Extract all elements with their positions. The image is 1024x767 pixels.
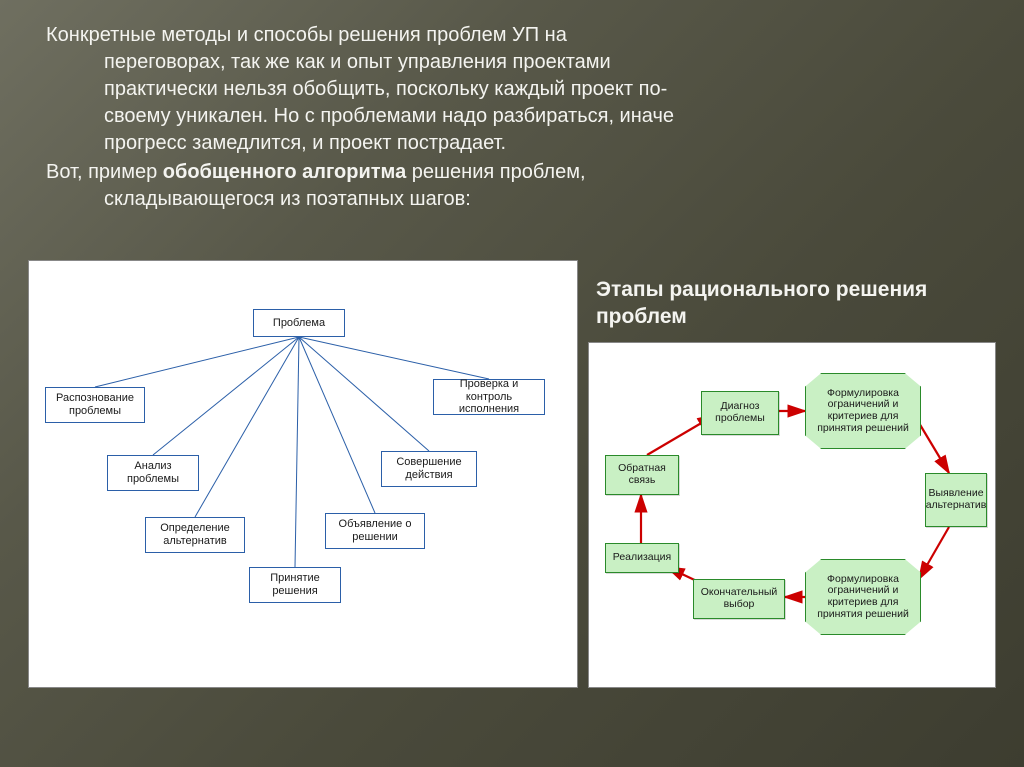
para-1: Конкретные методы и способы решения проб…: [104, 22, 966, 157]
right-node-feed: Обратная связь: [605, 455, 679, 495]
p2-b: обобщенного алгоритма: [163, 161, 406, 183]
right-node-real: Реализация: [605, 543, 679, 573]
left-node-n7: Проверка и контроль исполнения: [433, 379, 545, 415]
p1-l4: своему уникален. Но с проблемами надо ра…: [104, 105, 674, 127]
right-diagram-title: Этапы рационального решения проблем: [596, 276, 996, 331]
left-node-n5: Объявление о решении: [325, 513, 425, 549]
right-node-form2: Формулировка ограничений и критериев для…: [805, 559, 921, 635]
left-node-n6: Совершение действия: [381, 451, 477, 487]
p1-l5: прогресс замедлится, и проект пострадает…: [104, 132, 506, 154]
left-node-n2: Анализ проблемы: [107, 455, 199, 491]
p1-l1: Конкретные методы и способы решения проб…: [46, 24, 567, 46]
left-node-n1: Распознование проблемы: [45, 387, 145, 423]
p1-l3: практически нельзя обобщить, поскольку к…: [104, 78, 667, 100]
right-node-form1: Формулировка ограничений и критериев для…: [805, 373, 921, 449]
left-node-root: Проблема: [253, 309, 345, 337]
p2-l2: складывающегося из поэтапных шагов:: [104, 188, 471, 210]
slide: Конкретные методы и способы решения проб…: [0, 0, 1024, 767]
left-node-n4: Принятие решения: [249, 567, 341, 603]
diagram-left: Проблема Распознование проблемы Анализ про…: [28, 260, 578, 688]
right-node-okon: Окончательный выбор: [693, 579, 785, 619]
p1-l2: переговорах, так же как и опыт управлени…: [104, 51, 611, 73]
left-node-n3: Определение альтернатив: [145, 517, 245, 553]
para-2: Вот, пример обобщенного алгоритма решени…: [104, 159, 966, 213]
body-text: Конкретные методы и способы решения проб…: [46, 22, 966, 213]
p2-a: Вот, пример: [46, 161, 163, 183]
diagram-right: Диагноз проблемы Формулировка ограничений…: [588, 342, 996, 688]
right-node-diag: Диагноз проблемы: [701, 391, 779, 435]
right-node-alt: Выявление альтернатив: [925, 473, 987, 527]
p2-c: решения проблем,: [406, 161, 585, 183]
